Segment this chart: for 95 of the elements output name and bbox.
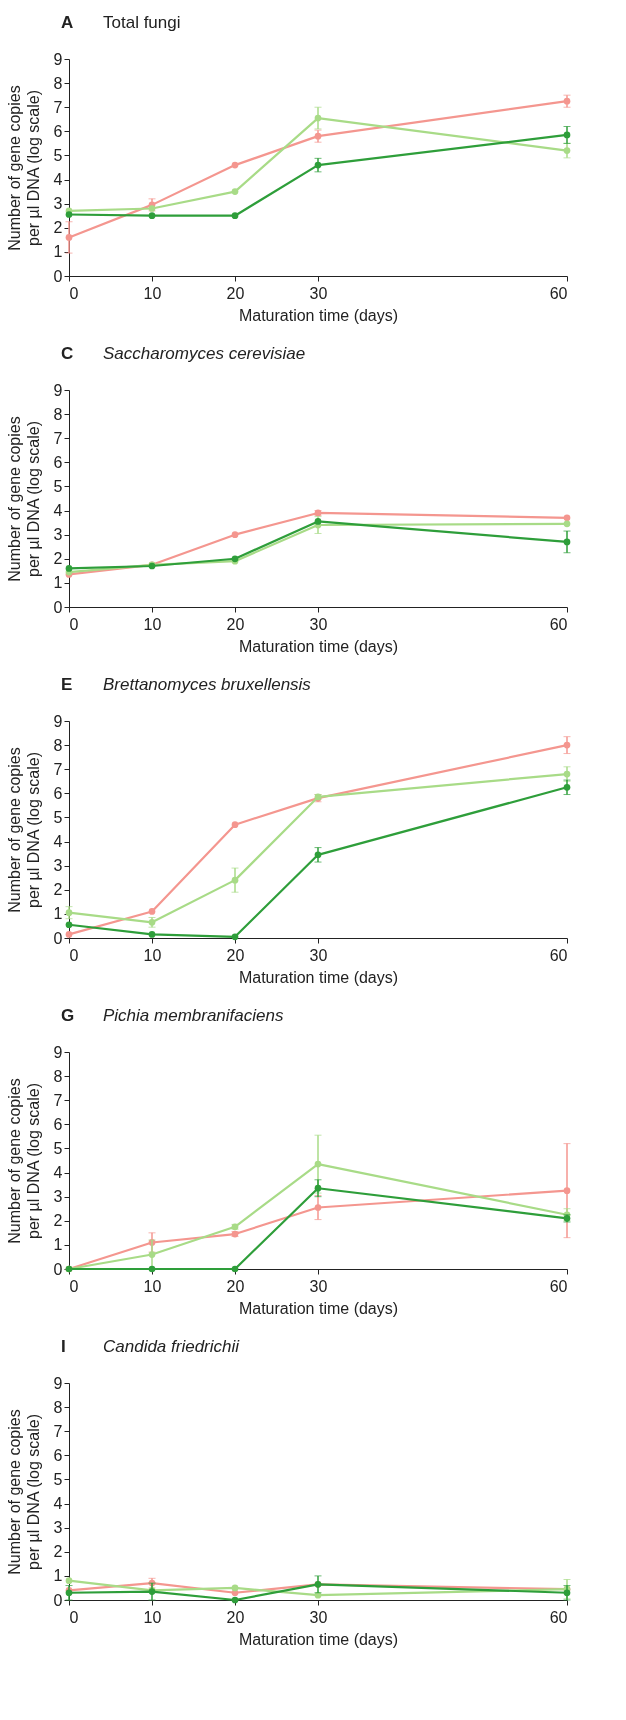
y-tick-label: 8 bbox=[53, 736, 63, 754]
chart-title: G bbox=[61, 1006, 75, 1025]
y-tick-label: 3 bbox=[53, 1519, 63, 1537]
x-tick-label: 30 bbox=[309, 946, 328, 964]
chart-subtitle: Total fungi bbox=[103, 13, 181, 32]
y-tick-label: 5 bbox=[53, 1470, 63, 1488]
y-tick-label: 4 bbox=[53, 171, 63, 189]
x-tick-label: 60 bbox=[549, 1277, 568, 1295]
y-tick-label: 7 bbox=[53, 429, 63, 447]
y-axis-title: Number of gene copies per µl DNA (log scale) bbox=[5, 85, 42, 251]
y-tick-label: 2 bbox=[53, 881, 63, 899]
y-tick-label: 5 bbox=[53, 808, 63, 826]
x-tick-label: 30 bbox=[309, 284, 328, 302]
x-tick-label: 0 bbox=[69, 946, 79, 964]
chart-subtitle: Candida friedrichii bbox=[103, 1337, 241, 1356]
y-tick-label: 2 bbox=[53, 219, 63, 237]
y-tick-label: 9 bbox=[53, 1043, 63, 1061]
x-tick-label: 10 bbox=[143, 946, 162, 964]
x-tick-label: 60 bbox=[549, 946, 568, 964]
x-tick-label: 10 bbox=[143, 1277, 162, 1295]
y-axis-title: Number of gene copies per µl DNA (log scale) bbox=[5, 1078, 42, 1244]
y-tick-label: 7 bbox=[53, 760, 63, 778]
y-tick-label: 1 bbox=[53, 243, 63, 261]
y-tick-label: 2 bbox=[53, 1212, 63, 1230]
y-tick-label: 7 bbox=[53, 1422, 63, 1440]
y-tick-label: 1 bbox=[53, 1567, 63, 1585]
x-axis-title: Maturation time (days) bbox=[238, 306, 399, 324]
x-axis-title: Maturation time (days) bbox=[238, 1630, 399, 1648]
chart-title: I bbox=[61, 1337, 66, 1356]
y-tick-label: 8 bbox=[53, 405, 63, 423]
y-tick-label: 7 bbox=[53, 98, 63, 116]
x-tick-label: 0 bbox=[69, 1608, 79, 1626]
y-tick-label: 5 bbox=[53, 146, 63, 164]
y-tick-label: 2 bbox=[53, 1543, 63, 1561]
y-axis-title: Number of gene copies per µl DNA (log scale) bbox=[5, 416, 42, 582]
y-tick-label: 1 bbox=[53, 905, 63, 923]
y-tick-label: 4 bbox=[53, 1164, 63, 1182]
x-tick-label: 10 bbox=[143, 1608, 162, 1626]
chart-title: C bbox=[61, 344, 74, 363]
y-tick-label: 8 bbox=[53, 74, 63, 92]
y-tick-label: 0 bbox=[53, 1591, 63, 1609]
x-tick-label: 10 bbox=[143, 615, 162, 633]
y-tick-label: 0 bbox=[53, 929, 63, 947]
x-axis-title: Maturation time (days) bbox=[238, 968, 399, 986]
y-tick-label: 6 bbox=[53, 784, 63, 802]
y-tick-label: 6 bbox=[53, 1446, 63, 1464]
y-tick-label: 2 bbox=[53, 550, 63, 568]
y-tick-label: 6 bbox=[53, 1115, 63, 1133]
y-tick-label: 8 bbox=[53, 1398, 63, 1416]
y-tick-label: 7 bbox=[53, 1091, 63, 1109]
y-tick-label: 6 bbox=[53, 122, 63, 140]
y-tick-label: 9 bbox=[53, 50, 63, 68]
x-tick-label: 20 bbox=[226, 615, 245, 633]
y-axis-title: Number of gene copies per µl DNA (log scale) bbox=[5, 1409, 42, 1575]
x-tick-label: 30 bbox=[309, 1608, 328, 1626]
y-tick-label: 4 bbox=[53, 833, 63, 851]
y-tick-label: 0 bbox=[53, 1260, 63, 1278]
y-tick-label: 4 bbox=[53, 502, 63, 520]
x-tick-label: 60 bbox=[549, 615, 568, 633]
y-tick-label: 0 bbox=[53, 598, 63, 616]
x-tick-label: 60 bbox=[549, 284, 568, 302]
x-axis-title: Maturation time (days) bbox=[238, 637, 399, 655]
x-tick-label: 20 bbox=[226, 1277, 245, 1295]
x-tick-label: 0 bbox=[69, 1277, 79, 1295]
x-tick-label: 10 bbox=[143, 284, 162, 302]
x-tick-label: 0 bbox=[69, 615, 79, 633]
y-tick-label: 3 bbox=[53, 1188, 63, 1206]
x-tick-label: 30 bbox=[309, 1277, 328, 1295]
y-tick-label: 5 bbox=[53, 477, 63, 495]
y-tick-label: 6 bbox=[53, 453, 63, 471]
chart-subtitle: Brettanomyces bruxellensis bbox=[103, 675, 312, 694]
x-axis-title: Maturation time (days) bbox=[238, 1299, 399, 1317]
chart-subtitle: Pichia membranifaciens bbox=[103, 1006, 284, 1025]
x-tick-label: 0 bbox=[69, 284, 79, 302]
chart-title: E bbox=[61, 675, 73, 694]
x-tick-label: 30 bbox=[309, 615, 328, 633]
x-tick-label: 20 bbox=[226, 284, 245, 302]
y-tick-label: 5 bbox=[53, 1139, 63, 1157]
y-tick-label: 1 bbox=[53, 574, 63, 592]
y-tick-label: 9 bbox=[53, 1374, 63, 1392]
y-tick-label: 9 bbox=[53, 712, 63, 730]
y-tick-label: 1 bbox=[53, 1236, 63, 1254]
x-tick-label: 20 bbox=[226, 1608, 245, 1626]
y-tick-label: 4 bbox=[53, 1495, 63, 1513]
y-tick-label: 3 bbox=[53, 857, 63, 875]
y-axis-title: Number of gene copies per µl DNA (log scale) bbox=[5, 747, 42, 913]
y-tick-label: 0 bbox=[53, 267, 63, 285]
x-tick-label: 20 bbox=[226, 946, 245, 964]
chart-subtitle: Saccharomyces cerevisiae bbox=[103, 344, 306, 363]
x-tick-label: 60 bbox=[549, 1608, 568, 1626]
y-tick-label: 9 bbox=[53, 381, 63, 399]
y-tick-label: 8 bbox=[53, 1067, 63, 1085]
y-tick-label: 3 bbox=[53, 195, 63, 213]
y-tick-label: 3 bbox=[53, 526, 63, 544]
chart-title: A bbox=[61, 13, 74, 32]
